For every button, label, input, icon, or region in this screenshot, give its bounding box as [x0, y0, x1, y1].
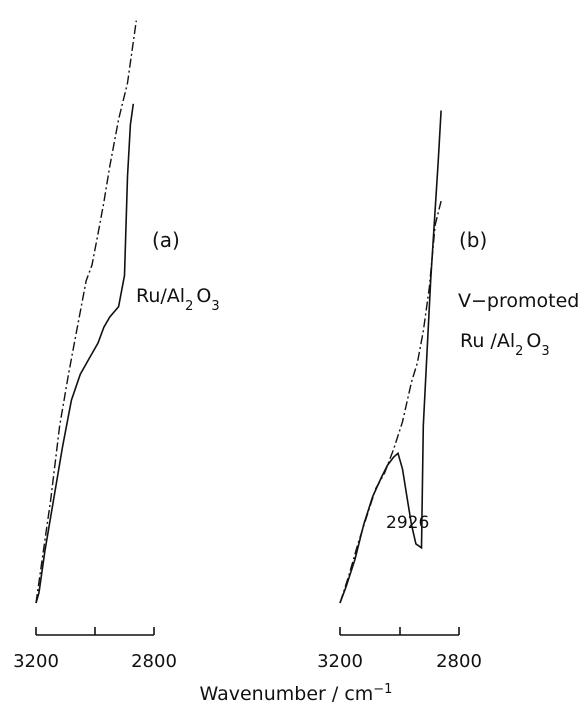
panel-b-tick-label-3200: 3200 [317, 651, 363, 672]
panel-b-tick-label-2800: 2800 [436, 651, 482, 672]
panel-a-label: (a) [152, 228, 180, 252]
panel-b-dash-dot-spectrum [339, 200, 442, 604]
panel-a-sample-label: Ru/Al2 O3 [136, 285, 220, 314]
panel-b-label: (b) [459, 228, 487, 252]
panel-b: (b) V−promoted Ru /Al2 O3 2926 3200 2800 [317, 110, 579, 672]
panel-a-tick-label-3200: 3200 [13, 651, 59, 672]
panel-b-sample-label-line2: Ru /Al2 O3 [460, 330, 550, 359]
panel-b-x-axis: 3200 2800 [317, 627, 482, 672]
x-axis-title: Wavenumber / cm−1 [200, 682, 393, 706]
panel-a-x-axis: 3200 2800 [13, 627, 177, 672]
panel-b-peak-annotation: 2926 [386, 513, 429, 533]
panel-b-sample-label-line1: V−promoted [458, 290, 579, 312]
panel-a-tick-label-2800: 2800 [131, 651, 177, 672]
panel-a-solid-spectrum [35, 103, 135, 604]
panel-a-dash-dot-spectrum [35, 20, 137, 604]
panel-b-solid-spectrum [339, 110, 442, 604]
panel-a: (a) Ru/Al2 O3 3200 2800 [13, 20, 220, 672]
